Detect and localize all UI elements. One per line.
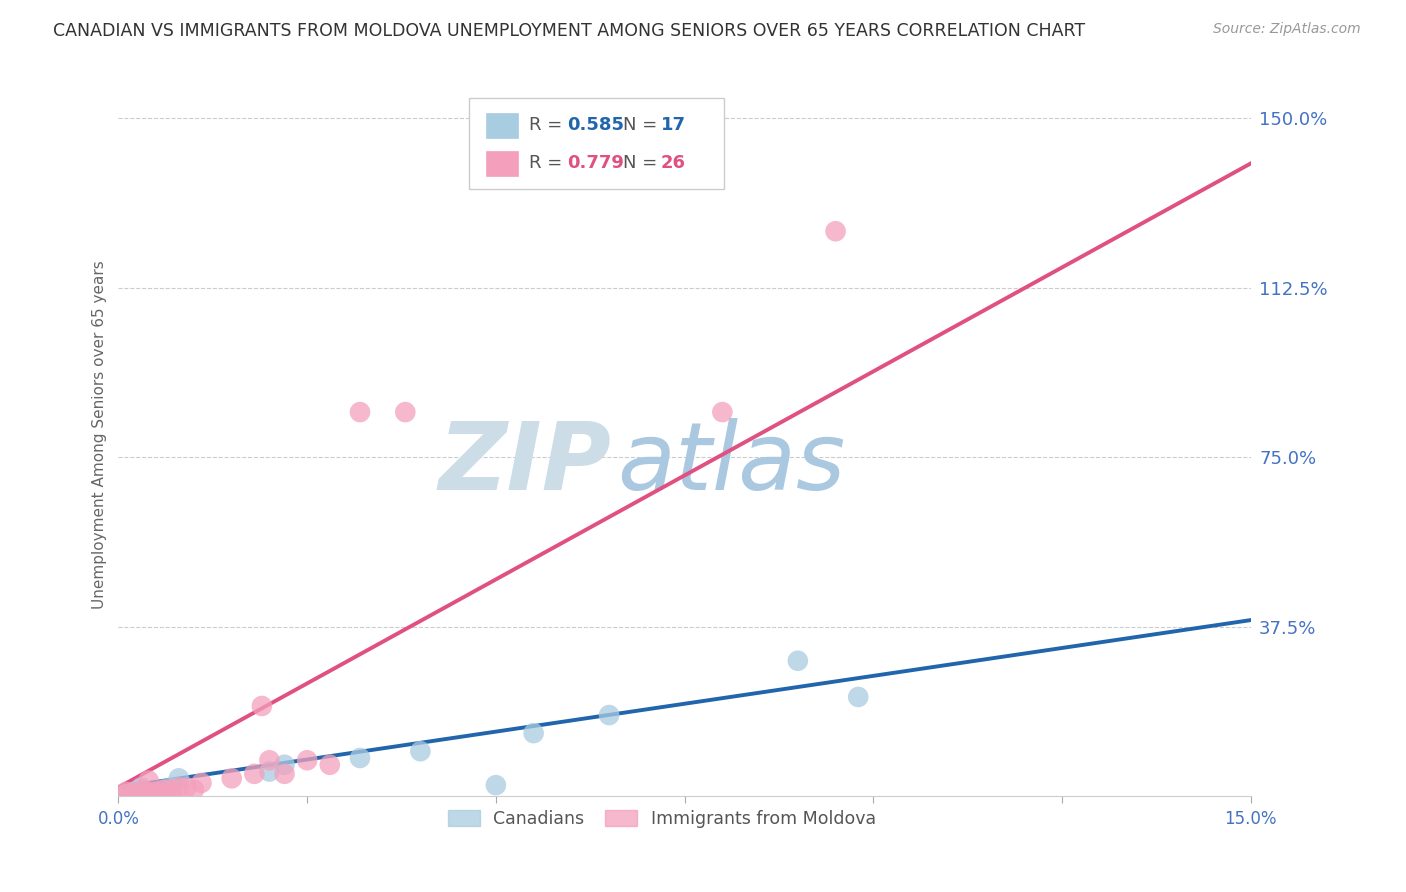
Point	[259, 764, 281, 779]
Point	[152, 782, 174, 797]
Point	[273, 757, 295, 772]
Point	[115, 785, 138, 799]
Point	[160, 782, 183, 797]
FancyBboxPatch shape	[486, 112, 519, 138]
Point	[122, 786, 145, 800]
Point	[250, 698, 273, 713]
Text: 0.779: 0.779	[567, 154, 624, 172]
Text: ZIP: ZIP	[439, 417, 612, 509]
Point	[273, 767, 295, 781]
Point	[243, 767, 266, 781]
Text: R =: R =	[530, 116, 568, 134]
Point	[824, 224, 846, 238]
Point	[115, 787, 138, 801]
Point	[846, 690, 869, 704]
Point	[138, 785, 160, 799]
Point	[349, 751, 371, 765]
Y-axis label: Unemployment Among Seniors over 65 years: Unemployment Among Seniors over 65 years	[93, 260, 107, 609]
Point	[786, 654, 808, 668]
Point	[319, 757, 342, 772]
Point	[295, 753, 318, 767]
Point	[160, 786, 183, 800]
Point	[167, 780, 190, 795]
Point	[221, 772, 243, 786]
Point	[138, 773, 160, 788]
Point	[145, 787, 167, 801]
Text: R =: R =	[530, 154, 568, 172]
Point	[598, 708, 620, 723]
Point	[176, 780, 198, 795]
Point	[129, 780, 152, 795]
Point	[167, 772, 190, 786]
Point	[160, 780, 183, 795]
Point	[122, 785, 145, 799]
Point	[349, 405, 371, 419]
Text: Source: ZipAtlas.com: Source: ZipAtlas.com	[1213, 22, 1361, 37]
Text: N =: N =	[623, 116, 664, 134]
Point	[152, 782, 174, 797]
FancyBboxPatch shape	[486, 151, 519, 176]
Point	[394, 405, 416, 419]
Text: N =: N =	[623, 154, 664, 172]
Point	[485, 778, 508, 792]
Text: 17: 17	[661, 116, 686, 134]
Legend: Canadians, Immigrants from Moldova: Canadians, Immigrants from Moldova	[441, 803, 883, 835]
Point	[711, 405, 734, 419]
Point	[129, 782, 152, 797]
Point	[259, 753, 281, 767]
Text: 0.585: 0.585	[567, 116, 624, 134]
Point	[190, 776, 212, 790]
Point	[523, 726, 546, 740]
Point	[409, 744, 432, 758]
FancyBboxPatch shape	[470, 98, 724, 189]
Point	[183, 782, 205, 797]
Point	[115, 787, 138, 801]
Text: CANADIAN VS IMMIGRANTS FROM MOLDOVA UNEMPLOYMENT AMONG SENIORS OVER 65 YEARS COR: CANADIAN VS IMMIGRANTS FROM MOLDOVA UNEM…	[53, 22, 1085, 40]
Text: 26: 26	[661, 154, 686, 172]
Point	[138, 787, 160, 801]
Text: atlas: atlas	[617, 418, 845, 509]
Point	[145, 785, 167, 799]
Point	[145, 785, 167, 799]
